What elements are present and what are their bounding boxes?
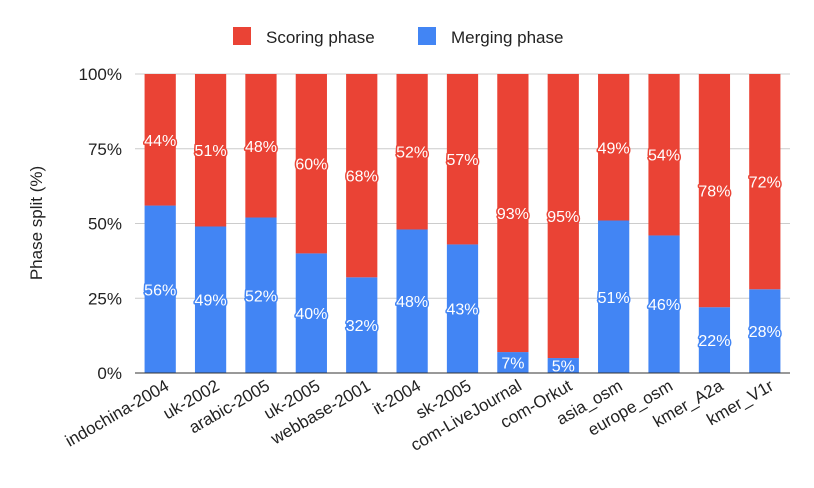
bar-segment-scoring: [598, 74, 630, 221]
data-labels: 56% 44% 49% 51% 52% 48% 40% 60% 32% 68% 48% 52% 43% 5…: [143, 131, 783, 377]
data-label: 68%: [346, 169, 378, 186]
y-tick-label: 50%: [88, 215, 122, 234]
bar-segment-merging: [648, 235, 680, 373]
bar-segment-merging: [497, 352, 529, 373]
x-axis-ticks: indochina-2004uk-2002arabic-2005uk-2005w…: [62, 376, 777, 455]
y-tick-label: 25%: [88, 289, 122, 308]
bar-segment-scoring: [497, 74, 529, 353]
data-label: 60%: [295, 157, 327, 174]
bar-segment-scoring: [245, 74, 277, 218]
bar-segment-scoring: [648, 74, 680, 236]
data-label: 32%: [346, 318, 378, 335]
data-label: 5%: [552, 359, 575, 376]
data-label: 40%: [295, 306, 327, 323]
y-axis-ticks: 0% 25% 50% 75% 100%: [79, 65, 122, 383]
legend-swatch-merging: [418, 27, 436, 45]
bar-segment-scoring: [698, 74, 731, 308]
y-tick-label: 100%: [79, 65, 122, 84]
data-label: 46%: [648, 297, 680, 314]
bar-segment-merging: [598, 220, 630, 373]
bar-segment-merging: [749, 289, 781, 373]
bar-segment-merging: [144, 205, 176, 373]
data-label: 22%: [698, 333, 730, 350]
bar-segment-merging: [396, 229, 428, 373]
bar-segment-scoring: [547, 74, 579, 359]
y-tick-label: 0%: [97, 364, 122, 383]
legend-swatch-scoring: [233, 27, 251, 45]
y-tick-label: 75%: [88, 140, 122, 159]
data-label: 7%: [501, 356, 524, 373]
data-label: 28%: [749, 324, 781, 341]
bar-segment-merging: [547, 358, 579, 373]
data-label: 49%: [195, 293, 227, 310]
bar-segment-scoring: [295, 74, 327, 254]
bar-segment-scoring: [194, 74, 227, 227]
data-label: 49%: [598, 140, 630, 157]
data-label: 95%: [547, 209, 579, 226]
data-label: 51%: [195, 143, 227, 160]
bar-segment-merging: [194, 226, 227, 373]
data-label: 52%: [396, 145, 428, 162]
data-label: 48%: [245, 139, 277, 156]
data-label: 43%: [446, 302, 478, 319]
legend-label-scoring: Scoring phase: [266, 28, 375, 47]
bars: [144, 74, 781, 373]
bar-segment-merging: [346, 277, 378, 373]
data-label: 44%: [144, 133, 176, 150]
data-label: 52%: [245, 288, 277, 305]
bar-segment-scoring: [396, 74, 428, 230]
y-axis-title: Phase split (%): [27, 166, 46, 280]
data-label: 54%: [648, 148, 680, 165]
data-label: 57%: [446, 152, 478, 169]
bar-segment-scoring: [446, 74, 479, 245]
bar-segment-merging: [245, 217, 277, 373]
bar-segment-merging: [698, 307, 731, 373]
data-label: 56%: [144, 282, 176, 299]
bar-segment-scoring: [346, 74, 378, 278]
legend-label-merging: Merging phase: [451, 28, 563, 47]
bar-segment-merging: [295, 253, 327, 373]
data-label: 51%: [598, 290, 630, 307]
legend: Scoring phase Merging phase: [233, 27, 563, 47]
bar-segment-scoring: [144, 74, 176, 206]
data-label: 78%: [698, 184, 730, 201]
data-label: 72%: [749, 175, 781, 192]
data-label: 93%: [497, 206, 529, 223]
x-tick-label: indochina-2004: [62, 376, 172, 451]
bar-segment-merging: [446, 244, 479, 373]
data-label: 48%: [396, 294, 428, 311]
bar-segment-scoring: [749, 74, 781, 290]
